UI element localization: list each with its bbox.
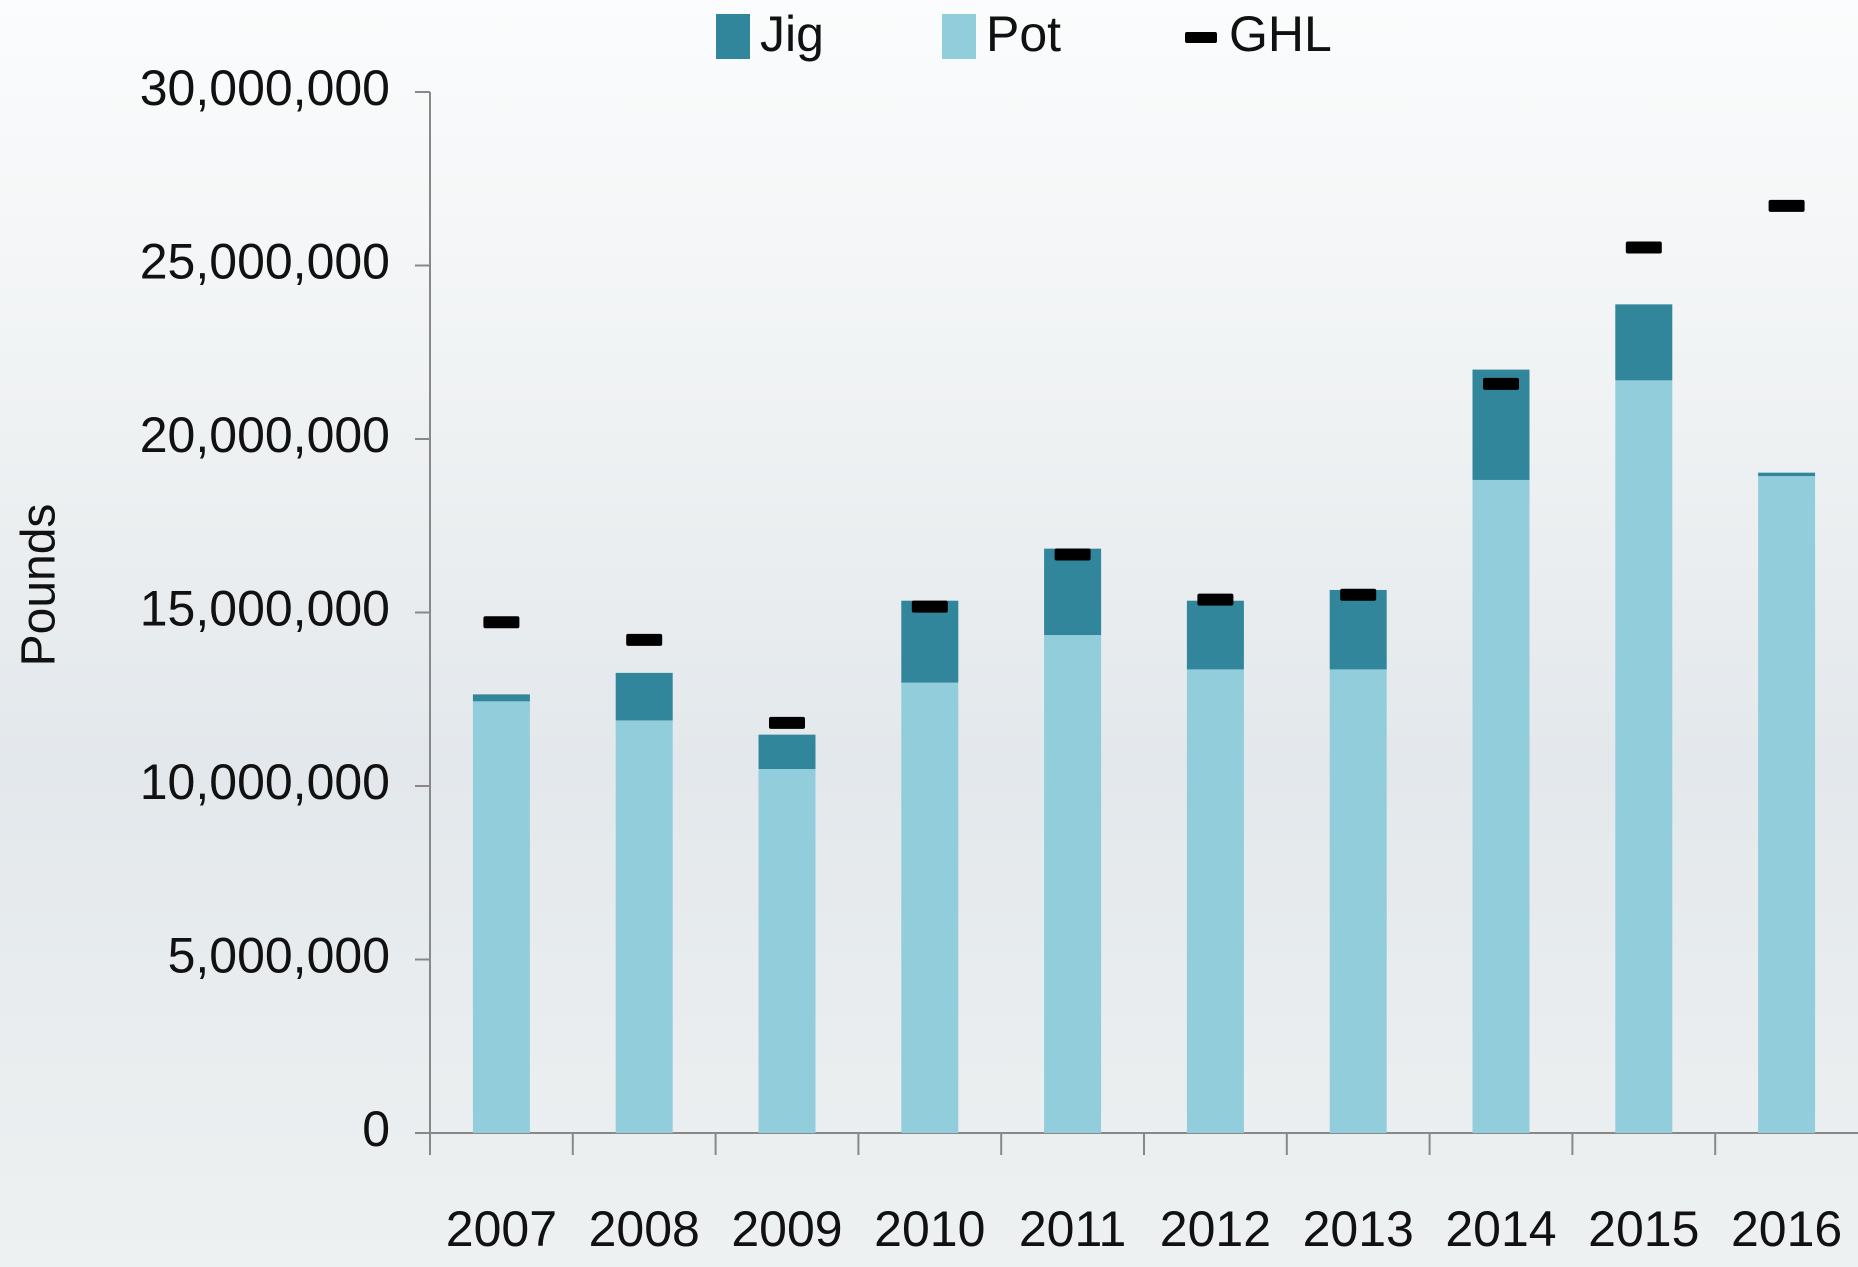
x-tick-label: 2015 [1588, 1201, 1699, 1257]
bar-segment [1615, 380, 1672, 1133]
bar-segment [1330, 590, 1387, 669]
x-tick-label: 2008 [589, 1201, 700, 1257]
bar-segment [616, 720, 673, 1133]
y-axis-label: Pounds [13, 504, 66, 667]
bar-segment [1187, 669, 1244, 1133]
ghl-marker [1626, 241, 1662, 253]
bar-segment [473, 694, 530, 701]
ghl-marker [1769, 200, 1805, 212]
bar-segment [1758, 473, 1815, 476]
x-tick-label: 2007 [446, 1201, 557, 1257]
bar-segment [1044, 635, 1101, 1133]
bar-segment [1473, 480, 1530, 1133]
x-tick-label: 2011 [1019, 1201, 1127, 1257]
y-tick-label: 10,000,000 [140, 754, 390, 810]
y-tick-label: 0 [362, 1101, 390, 1157]
y-tick-label: 15,000,000 [140, 581, 390, 637]
ghl-marker [1055, 549, 1091, 561]
bar-segment [759, 735, 816, 769]
legend-label: Pot [986, 6, 1061, 62]
x-tick-label: 2010 [874, 1201, 985, 1257]
x-tick-label: 2016 [1731, 1201, 1842, 1257]
ghl-marker [769, 717, 805, 729]
bar-segment [759, 769, 816, 1133]
ghl-marker [483, 616, 519, 628]
bar-segment [901, 683, 958, 1133]
y-tick-label: 20,000,000 [140, 407, 390, 463]
y-tick-label: 5,000,000 [168, 928, 390, 984]
ghl-marker [1197, 594, 1233, 606]
bar-segment [1758, 476, 1815, 1133]
bar-segment [1044, 549, 1101, 635]
bar-segment [1330, 669, 1387, 1133]
bar-segment [616, 673, 673, 721]
x-tick-label: 2014 [1445, 1201, 1556, 1257]
bar-segment [1187, 601, 1244, 670]
x-tick-label: 2012 [1160, 1201, 1271, 1257]
ghl-marker [626, 634, 662, 646]
y-tick-label: 25,000,000 [140, 234, 390, 290]
x-tick-label: 2009 [731, 1201, 842, 1257]
y-tick-label: 30,000,000 [140, 60, 390, 116]
chart: Pounds 0 5,000,000 10,000,000 15,000,000 20,… [0, 0, 1858, 1267]
legend-label: GHL [1229, 6, 1332, 62]
legend-swatch [716, 14, 750, 59]
bar-segment [1615, 304, 1672, 380]
ghl-marker [1483, 378, 1519, 390]
legend-label: Jig [760, 6, 824, 62]
ghl-marker [1340, 589, 1376, 601]
bar-segment [901, 601, 958, 683]
x-tick-label: 2013 [1303, 1201, 1414, 1257]
ghl-marker [912, 601, 948, 613]
legend-swatch [942, 14, 976, 59]
bar-segment [473, 701, 530, 1133]
legend-swatch [1185, 32, 1217, 43]
